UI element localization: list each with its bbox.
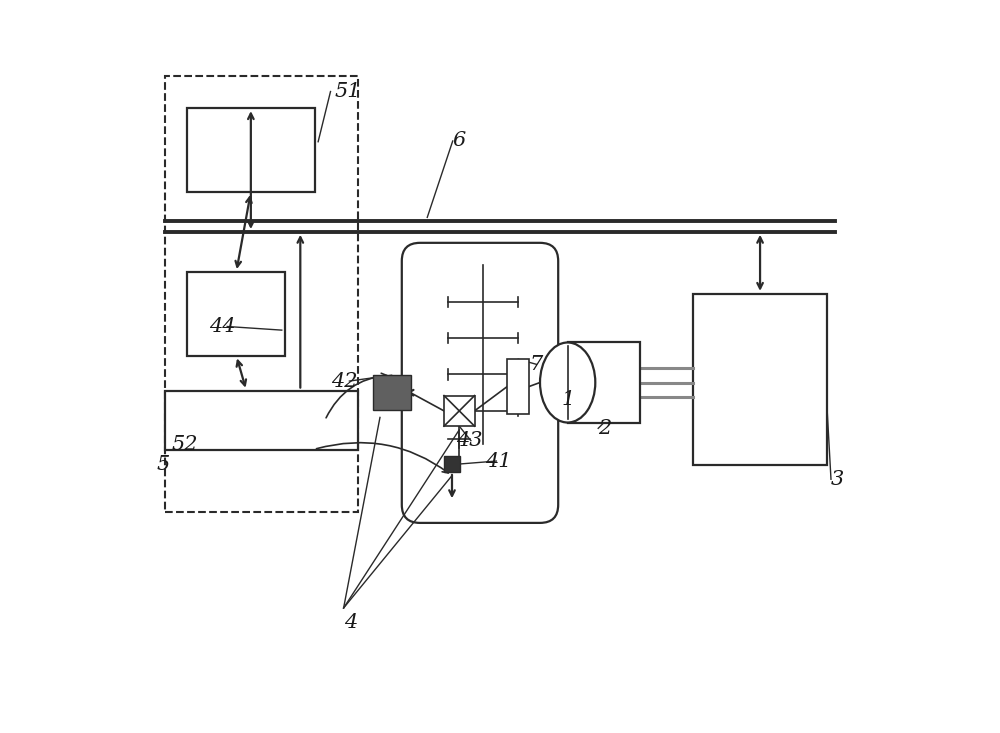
Text: 51: 51	[334, 82, 361, 101]
Text: 6: 6	[453, 131, 466, 150]
Text: 41: 41	[485, 452, 512, 471]
FancyBboxPatch shape	[402, 243, 558, 523]
Text: 1: 1	[562, 390, 575, 409]
Ellipse shape	[540, 342, 595, 422]
Text: 3: 3	[831, 470, 844, 489]
Bar	[187, 108, 315, 192]
Bar	[187, 272, 285, 356]
Bar	[444, 396, 475, 426]
Bar	[165, 75, 358, 512]
Text: 4: 4	[344, 613, 357, 632]
Text: 43: 43	[456, 431, 483, 450]
Text: 5: 5	[157, 455, 170, 474]
Text: 7: 7	[529, 355, 542, 374]
Bar	[373, 375, 411, 410]
Text: 52: 52	[171, 435, 198, 454]
Text: 2: 2	[598, 419, 611, 438]
Bar	[507, 359, 529, 414]
Bar	[693, 294, 827, 465]
Bar	[568, 342, 640, 422]
Text: 42: 42	[331, 372, 358, 391]
Bar	[165, 391, 358, 450]
Text: 44: 44	[209, 317, 236, 336]
Bar	[444, 456, 460, 472]
